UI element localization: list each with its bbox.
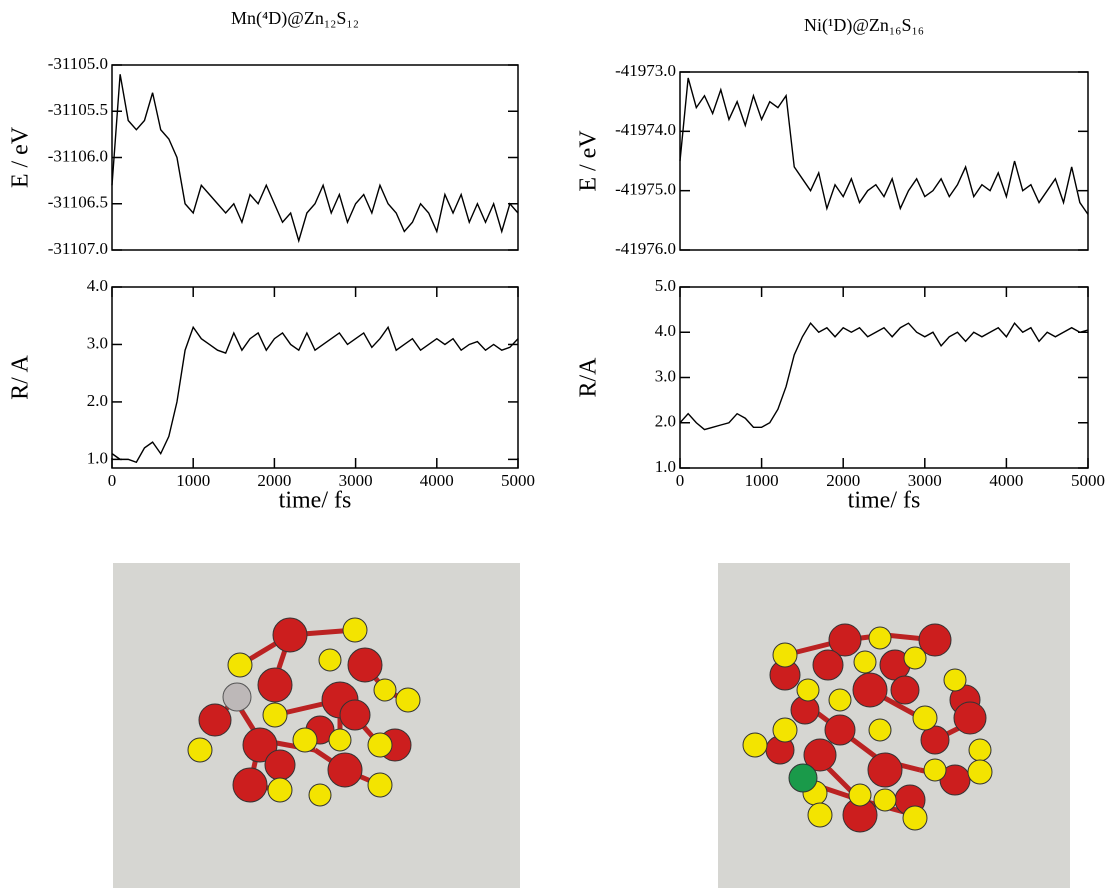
x-tick-label: 1000 bbox=[176, 471, 210, 490]
y-tick-label: 5.0 bbox=[655, 276, 676, 295]
y-tick-label: -31106.5 bbox=[48, 193, 108, 212]
y-tick-label: 4.0 bbox=[87, 276, 108, 295]
ni-atom bbox=[789, 764, 817, 792]
mn-atom bbox=[223, 683, 251, 711]
y-tick-label: -41973.0 bbox=[615, 61, 676, 80]
y-tick-label: -41974.0 bbox=[615, 120, 676, 139]
y-axis-label: E / eV bbox=[8, 126, 34, 188]
x-tick-label: 5000 bbox=[501, 471, 535, 490]
y-tick-label: 4.0 bbox=[655, 321, 676, 340]
data-line bbox=[112, 74, 518, 241]
figure: Mn(⁴D)@Zn₁₂S₁₂ -31107.0 -31106.5 -31106.0 -3… bbox=[0, 0, 1112, 888]
molecule-panel bbox=[718, 563, 1070, 888]
y-tick-label: 3.0 bbox=[87, 333, 108, 352]
y-tick-label: 3.0 bbox=[655, 366, 676, 385]
chart-title: Mn(⁴D)@Zn₁₂S₁₂ bbox=[231, 8, 359, 29]
molecule-left bbox=[113, 563, 520, 888]
y-tick-label: 2.0 bbox=[87, 391, 108, 410]
x-tick-label: 1000 bbox=[745, 471, 779, 490]
y-tick-label: -31106.0 bbox=[48, 146, 108, 165]
chart-title: Ni(¹D)@Zn₁₆S₁₆ bbox=[804, 15, 924, 36]
y-axis-label: R/ A bbox=[8, 354, 34, 399]
y-tick-label: -31107.0 bbox=[48, 239, 108, 258]
y-tick-label: -41975.0 bbox=[615, 180, 676, 199]
x-tick-label: 0 bbox=[676, 471, 685, 490]
plot-frame bbox=[112, 287, 518, 468]
y-tick-label: 1.0 bbox=[655, 457, 676, 476]
plot-frame bbox=[680, 72, 1088, 250]
y-tick-label: -41976.0 bbox=[615, 239, 676, 258]
y-axis-label: R/A bbox=[576, 357, 602, 398]
y-axis-label: E / eV bbox=[576, 130, 602, 192]
molecule-right bbox=[718, 563, 1070, 888]
x-tick-label: 4000 bbox=[420, 471, 454, 490]
y-tick-label: 1.0 bbox=[87, 448, 108, 467]
y-tick-label: 2.0 bbox=[655, 412, 676, 431]
x-tick-label: 5000 bbox=[1071, 471, 1105, 490]
x-tick-label: 4000 bbox=[989, 471, 1023, 490]
plot-frame bbox=[680, 287, 1088, 468]
x-axis-label: time/ fs bbox=[279, 488, 352, 514]
x-tick-label: 0 bbox=[108, 471, 117, 490]
data-line bbox=[112, 327, 518, 462]
plot-frame bbox=[112, 65, 518, 250]
x-axis-label: time/ fs bbox=[848, 488, 921, 514]
data-line bbox=[680, 323, 1088, 429]
y-tick-label: -31105.0 bbox=[48, 54, 108, 73]
y-tick-label: -31105.5 bbox=[48, 100, 108, 119]
data-line bbox=[680, 78, 1088, 214]
